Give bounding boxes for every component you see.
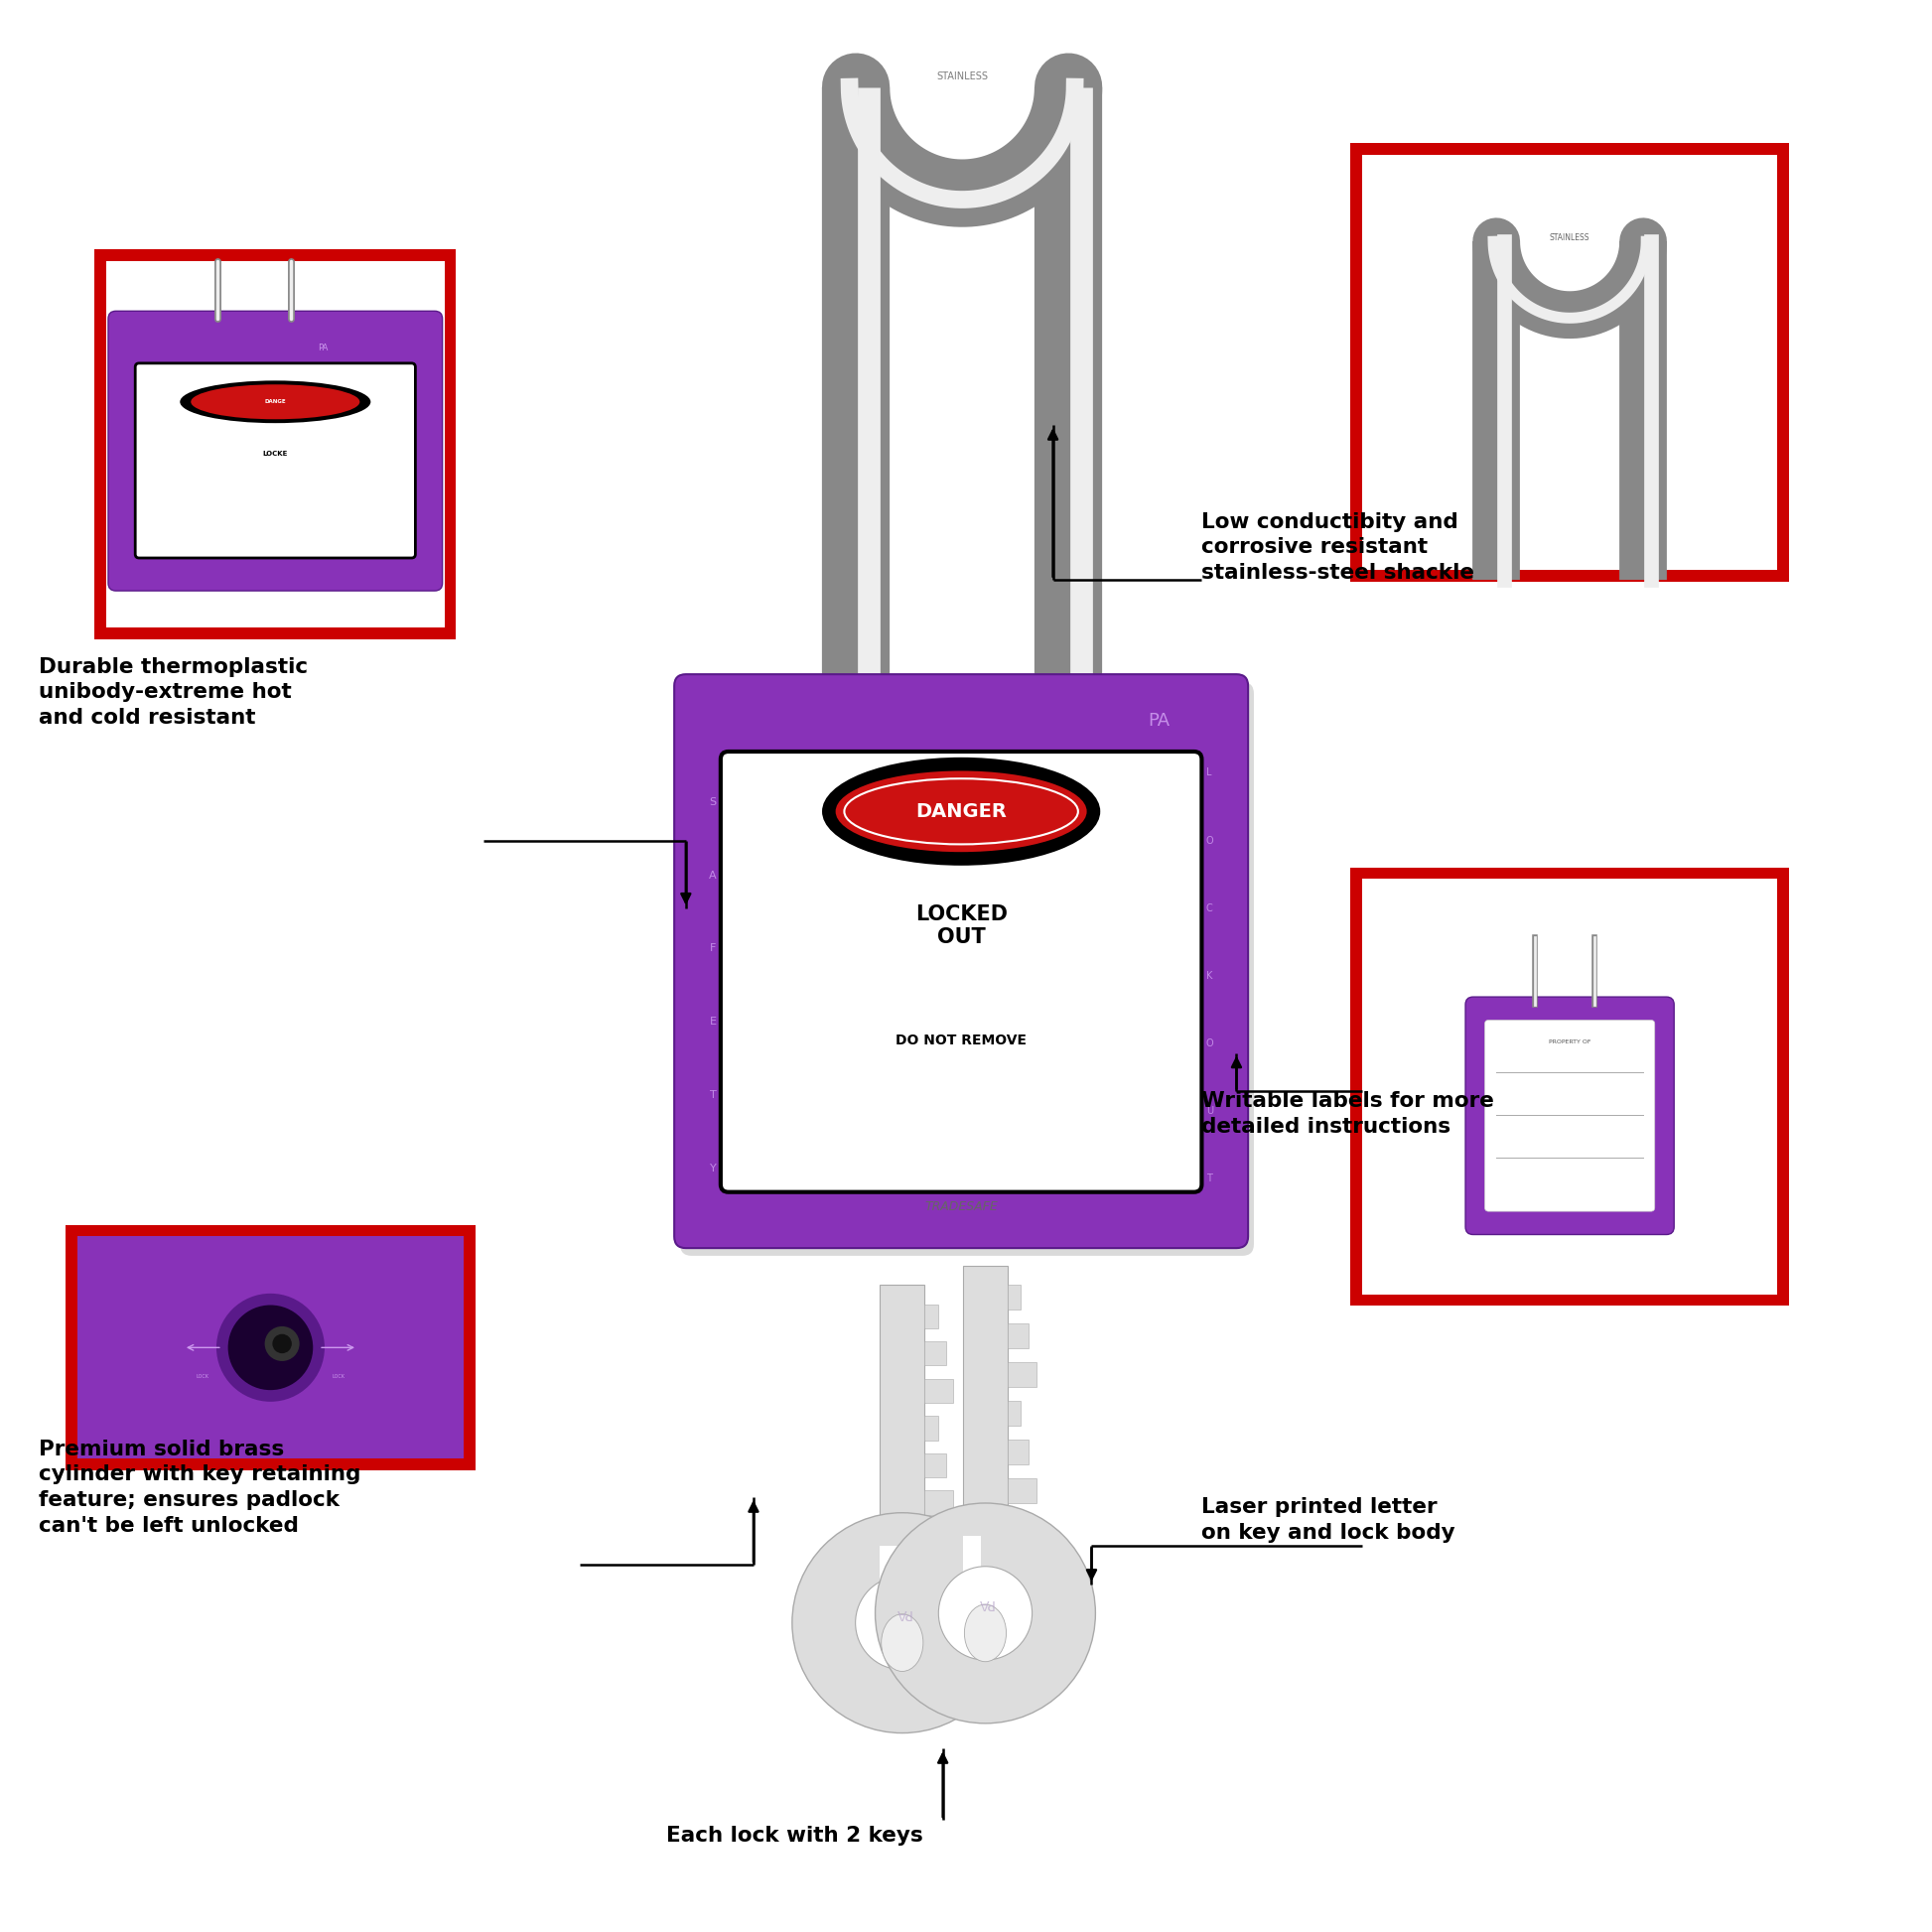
Ellipse shape: [835, 771, 1086, 852]
Ellipse shape: [823, 757, 1099, 866]
FancyBboxPatch shape: [1484, 1020, 1654, 1211]
Ellipse shape: [191, 384, 359, 419]
Text: STAINLESS: STAINLESS: [1549, 234, 1590, 242]
Text: Low conductibity and
corrosive resistant
stainless-steel shackle: Low conductibity and corrosive resistant…: [1202, 512, 1474, 583]
Text: LOCK: LOCK: [332, 1374, 344, 1379]
Bar: [881, 1546, 898, 1594]
Bar: [925, 1490, 954, 1515]
Text: L: L: [1208, 767, 1211, 779]
Bar: [1009, 1439, 1028, 1464]
Text: Y: Y: [709, 1163, 717, 1175]
Text: T: T: [1206, 1173, 1213, 1184]
FancyBboxPatch shape: [674, 674, 1248, 1248]
Bar: [66, 1225, 475, 1470]
Ellipse shape: [792, 1513, 1012, 1733]
Text: F: F: [709, 943, 717, 954]
Bar: [1009, 1517, 1020, 1542]
FancyBboxPatch shape: [680, 682, 1254, 1256]
Text: Writable labels for more
detailed instructions: Writable labels for more detailed instru…: [1202, 1092, 1495, 1136]
Bar: [77, 1236, 464, 1459]
Ellipse shape: [881, 1613, 923, 1671]
Text: O: O: [1206, 835, 1213, 846]
Text: O: O: [1206, 1037, 1213, 1049]
Text: PA: PA: [1148, 711, 1171, 730]
Bar: [1350, 143, 1789, 582]
Bar: [106, 261, 444, 628]
Bar: [925, 1304, 939, 1329]
Bar: [925, 1379, 954, 1403]
Bar: [925, 1453, 947, 1478]
Ellipse shape: [939, 1567, 1032, 1660]
Text: LOCK: LOCK: [197, 1374, 209, 1379]
Ellipse shape: [180, 381, 371, 423]
FancyBboxPatch shape: [108, 311, 442, 591]
FancyBboxPatch shape: [135, 363, 415, 558]
Bar: [962, 1265, 1009, 1584]
Text: DO NOT REMOVE: DO NOT REMOVE: [896, 1034, 1026, 1047]
Bar: [1362, 879, 1777, 1294]
Text: E: E: [709, 1016, 717, 1028]
Bar: [925, 1341, 947, 1366]
Text: Durable thermoplastic
unibody-extreme hot
and cold resistant: Durable thermoplastic unibody-extreme ho…: [39, 657, 307, 728]
Bar: [1009, 1478, 1036, 1503]
Bar: [925, 1416, 939, 1439]
Bar: [77, 1236, 464, 1459]
Text: PROPERTY OF: PROPERTY OF: [1549, 1039, 1590, 1045]
Ellipse shape: [875, 1503, 1095, 1723]
Text: Laser printed letter
on key and lock body: Laser printed letter on key and lock bod…: [1202, 1497, 1455, 1542]
Text: Premium solid brass
cylinder with key retaining
feature; ensures padlock
can't b: Premium solid brass cylinder with key re…: [39, 1439, 361, 1536]
FancyBboxPatch shape: [721, 752, 1202, 1192]
Ellipse shape: [856, 1577, 949, 1669]
Bar: [962, 1536, 981, 1584]
Text: STAINLESS: STAINLESS: [937, 71, 987, 81]
Bar: [925, 1528, 939, 1551]
Bar: [1362, 155, 1777, 570]
Text: C: C: [1206, 902, 1213, 914]
Text: T: T: [709, 1090, 717, 1101]
Bar: [1350, 867, 1789, 1306]
Text: Each lock with 2 keys: Each lock with 2 keys: [667, 1826, 923, 1845]
Bar: [1009, 1362, 1036, 1387]
Bar: [1009, 1401, 1020, 1426]
Text: A: A: [709, 869, 717, 881]
Ellipse shape: [964, 1604, 1007, 1662]
Text: S: S: [709, 796, 717, 808]
Text: U: U: [1206, 1105, 1213, 1117]
Text: K: K: [1206, 970, 1213, 981]
Circle shape: [265, 1325, 299, 1360]
Text: LOCKED
OUT: LOCKED OUT: [916, 904, 1007, 947]
Ellipse shape: [228, 1306, 313, 1391]
Text: TRADESAFE: TRADESAFE: [925, 1200, 997, 1213]
Bar: [95, 249, 456, 639]
Text: PA: PA: [978, 1596, 993, 1611]
Text: DANGER: DANGER: [916, 802, 1007, 821]
Circle shape: [272, 1333, 292, 1352]
Text: PA: PA: [895, 1605, 910, 1621]
Bar: [1009, 1285, 1020, 1310]
Bar: [1009, 1323, 1028, 1349]
Bar: [881, 1285, 925, 1594]
Text: LOCKE: LOCKE: [263, 450, 288, 458]
Ellipse shape: [216, 1294, 325, 1403]
FancyBboxPatch shape: [1464, 997, 1673, 1235]
Text: DANGE: DANGE: [265, 400, 286, 404]
Text: PA: PA: [319, 344, 328, 352]
